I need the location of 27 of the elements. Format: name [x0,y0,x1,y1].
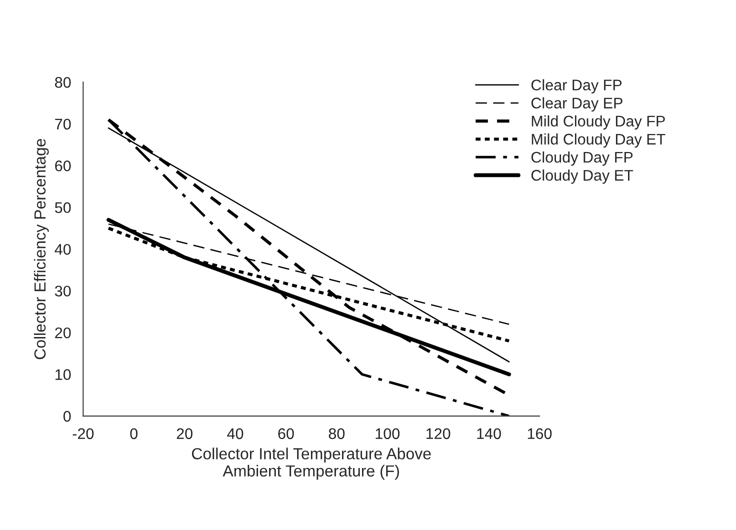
y-tick-label: 60 [55,160,71,172]
x-tick-label: 100 [376,428,400,440]
y-tick-label: 10 [56,369,71,380]
y-tick-label: 70 [55,118,71,130]
y-axis-title: Collector Efficiency Percentage [34,138,49,360]
legend-label: Clear Day EP [531,97,622,112]
y-tick-label: 50 [54,202,71,214]
legend-label: Mild Cloudy Day FP [532,115,665,130]
x-tick-label: 160 [528,428,552,440]
y-tick-label: 80 [55,77,71,88]
x-tick-label: 40 [227,428,244,440]
x-tick-label: 20 [176,428,192,440]
legend-label: Mild Cloudy Day ET [532,133,666,148]
legend-label: Cloudy Day FP [531,151,633,166]
x-tick-label: -20 [72,428,94,440]
x-tick-label: 60 [278,428,294,440]
y-tick-label: 40 [54,244,71,255]
x-tick-label: 120 [426,428,450,440]
y-tick-label: 30 [54,286,71,297]
y-tick-label: 20 [55,327,71,338]
legend-label: Cloudy Day ET [531,170,634,184]
x-axis-title: Collector Intel Temperature Above Ambient Temperature (F) [192,448,431,480]
x-tick-label: 80 [328,428,345,440]
x-tick-label: 0 [130,428,138,440]
legend-label: Clear Day FP [531,79,622,94]
x-tick-label: 140 [477,428,501,440]
y-tick-label: 0 [63,410,71,422]
